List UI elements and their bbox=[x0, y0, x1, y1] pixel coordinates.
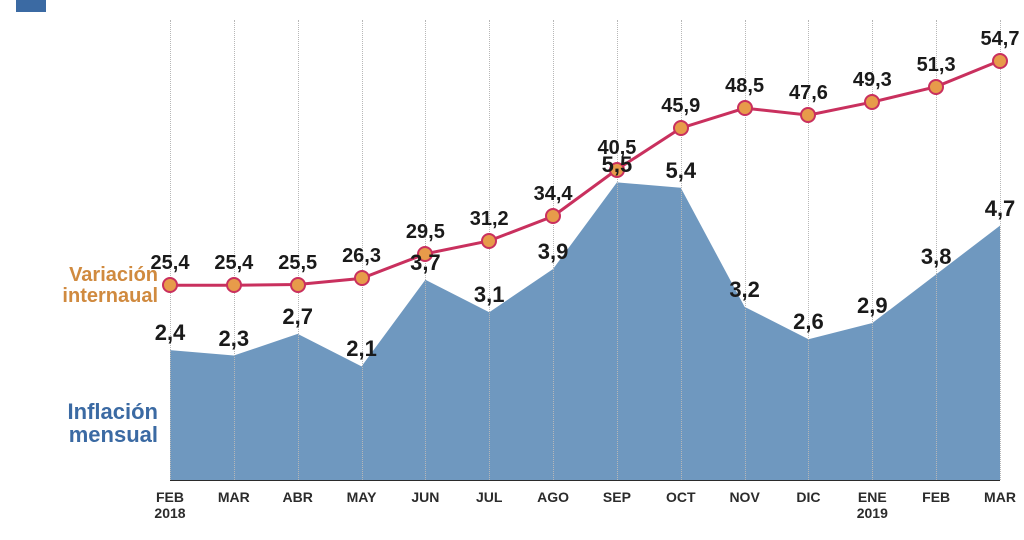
x-tick: DIC bbox=[796, 489, 820, 505]
gridline bbox=[1000, 20, 1001, 480]
line-marker bbox=[800, 107, 816, 123]
gridline bbox=[617, 20, 618, 480]
x-tick: ENE2019 bbox=[857, 489, 888, 521]
gridline bbox=[234, 20, 235, 480]
x-tick: AGO bbox=[537, 489, 569, 505]
line-marker bbox=[992, 53, 1008, 69]
line-value-label: 54,7 bbox=[981, 28, 1020, 51]
x-tick: OCT bbox=[666, 489, 696, 505]
area-value-label: 4,7 bbox=[985, 196, 1016, 222]
line-value-label: 29,5 bbox=[406, 221, 445, 244]
area-value-label: 2,6 bbox=[793, 309, 824, 335]
x-tick-year: 2018 bbox=[154, 505, 185, 521]
area-value-label: 2,9 bbox=[857, 293, 888, 319]
area-value-label: 5,4 bbox=[665, 158, 696, 184]
area-value-label: 2,4 bbox=[155, 320, 186, 346]
area-value-label: 3,7 bbox=[410, 250, 441, 276]
legend-line: internaual bbox=[0, 286, 158, 307]
line-value-label: 25,4 bbox=[214, 252, 253, 275]
line-marker bbox=[737, 100, 753, 116]
line-marker bbox=[290, 277, 306, 293]
line-value-label: 51,3 bbox=[917, 54, 956, 77]
line-value-label: 31,2 bbox=[470, 208, 509, 231]
legend-line: Inflación bbox=[0, 400, 158, 423]
line-marker bbox=[162, 277, 178, 293]
legend-line: Variación bbox=[0, 265, 158, 286]
area-value-label: 5,5 bbox=[602, 152, 633, 178]
line-value-label: 34,4 bbox=[534, 183, 573, 206]
line-value-label: 45,9 bbox=[661, 95, 700, 118]
area-value-label: 3,8 bbox=[921, 244, 952, 270]
gridline bbox=[170, 20, 171, 480]
x-tick: JUN bbox=[411, 489, 439, 505]
x-tick: MAR bbox=[218, 489, 250, 505]
line-marker bbox=[928, 79, 944, 95]
line-series-legend: Variacióninternaual bbox=[0, 265, 158, 307]
line-value-label: 26,3 bbox=[342, 245, 381, 268]
gridline bbox=[489, 20, 490, 480]
line-marker bbox=[864, 94, 880, 110]
line-marker bbox=[226, 277, 242, 293]
corner-accent bbox=[16, 0, 46, 12]
x-tick: NOV bbox=[729, 489, 759, 505]
inflation-chart: 25,425,425,526,329,531,234,440,545,948,5… bbox=[0, 0, 1024, 540]
x-tick-year: 2019 bbox=[857, 505, 888, 521]
line-marker bbox=[545, 208, 561, 224]
line-value-label: 48,5 bbox=[725, 75, 764, 98]
area-value-label: 3,9 bbox=[538, 239, 569, 265]
x-tick: ABR bbox=[283, 489, 313, 505]
line-value-label: 47,6 bbox=[789, 82, 828, 105]
area-value-label: 3,2 bbox=[729, 277, 760, 303]
line-value-label: 49,3 bbox=[853, 69, 892, 92]
line-value-label: 25,5 bbox=[278, 252, 317, 275]
gridline bbox=[298, 20, 299, 480]
area-value-label: 2,1 bbox=[346, 336, 377, 362]
x-tick: FEB2018 bbox=[154, 489, 185, 521]
plot-area: 25,425,425,526,329,531,234,440,545,948,5… bbox=[170, 20, 1000, 480]
area-value-label: 2,7 bbox=[282, 304, 313, 330]
legend-line: mensual bbox=[0, 423, 158, 446]
x-tick: MAY bbox=[347, 489, 377, 505]
line-marker bbox=[481, 233, 497, 249]
gridline bbox=[681, 20, 682, 480]
area-value-label: 2,3 bbox=[219, 326, 250, 352]
line-marker bbox=[354, 270, 370, 286]
x-tick: MAR bbox=[984, 489, 1016, 505]
x-tick: SEP bbox=[603, 489, 631, 505]
area-value-label: 3,1 bbox=[474, 282, 505, 308]
area-series-path bbox=[170, 182, 1000, 480]
x-axis: FEB2018MARABRMAYJUNJULAGOSEPOCTNOVDICENE… bbox=[170, 480, 1000, 481]
x-tick: JUL bbox=[476, 489, 502, 505]
line-marker bbox=[673, 120, 689, 136]
area-series-legend: Inflaciónmensual bbox=[0, 400, 158, 446]
x-tick: FEB bbox=[922, 489, 950, 505]
